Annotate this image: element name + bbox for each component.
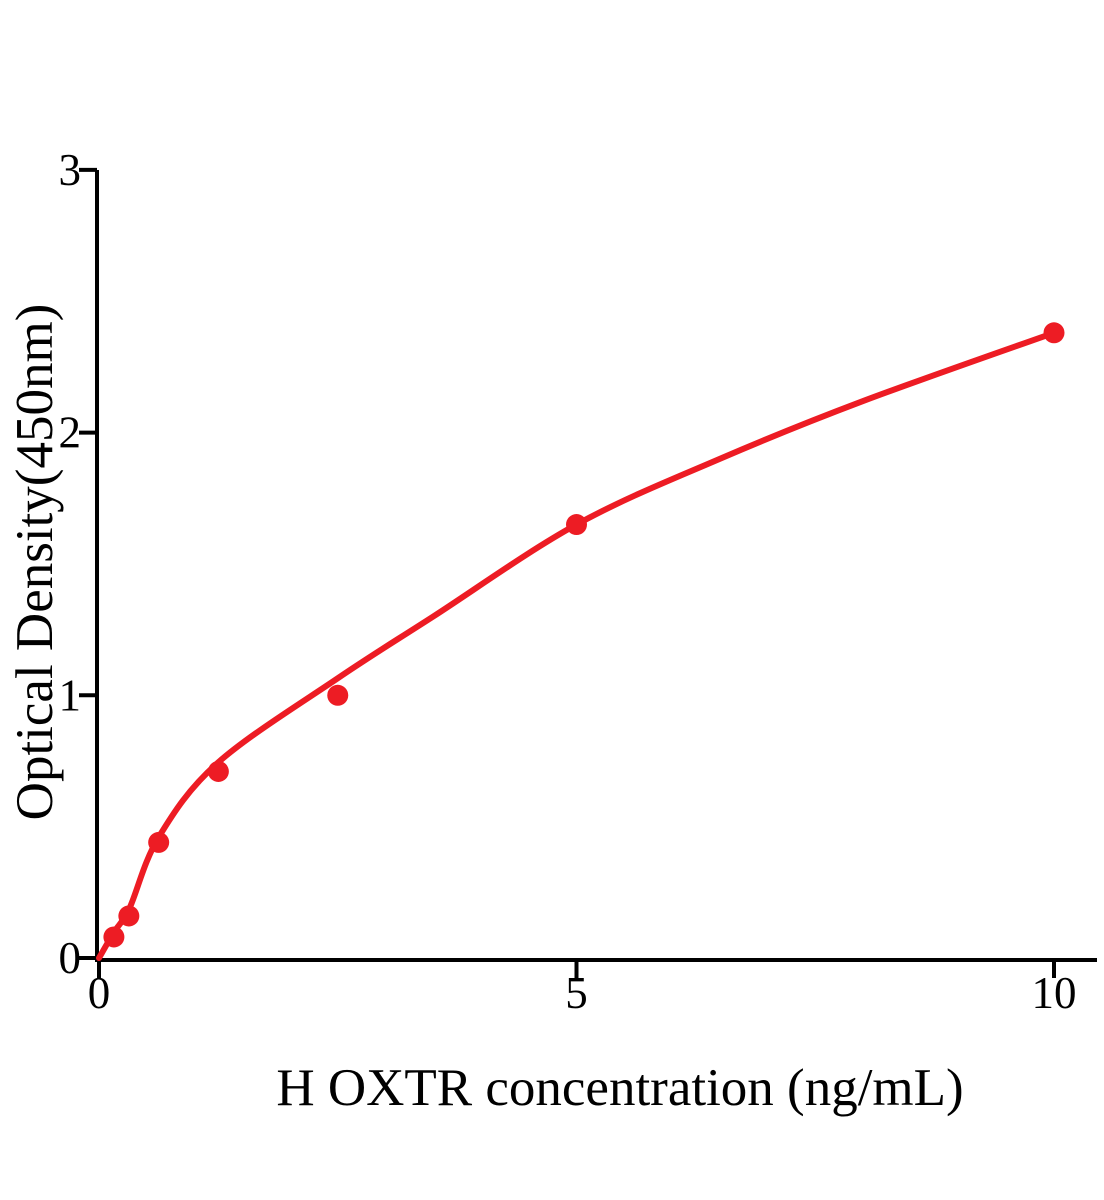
data-point <box>1043 322 1065 344</box>
data-point <box>566 514 587 536</box>
axes-group <box>95 170 1097 962</box>
ticks-group: 0 5 10 0 1 2 3 <box>59 145 1077 1018</box>
y-tick-label: 2 <box>59 408 82 458</box>
points-group <box>103 322 1065 948</box>
x-tick-label: 5 <box>565 968 588 1018</box>
x-axis-label: H OXTR concentration (ng/mL) <box>276 1059 963 1117</box>
data-point <box>207 760 229 782</box>
y-tick-label: 1 <box>59 670 82 720</box>
y-tick-label: 3 <box>59 145 82 195</box>
y-axis-label: Optical Density(450nm) <box>6 304 64 821</box>
curve-group <box>96 329 1057 961</box>
x-tick-label: 10 <box>1032 968 1077 1018</box>
data-point <box>103 926 125 948</box>
data-point <box>118 905 140 927</box>
x-tick-label: 0 <box>88 968 111 1018</box>
data-point <box>148 831 170 853</box>
y-tick-label: 0 <box>59 933 82 983</box>
fitted-curve <box>96 329 1057 961</box>
data-point <box>327 684 349 706</box>
